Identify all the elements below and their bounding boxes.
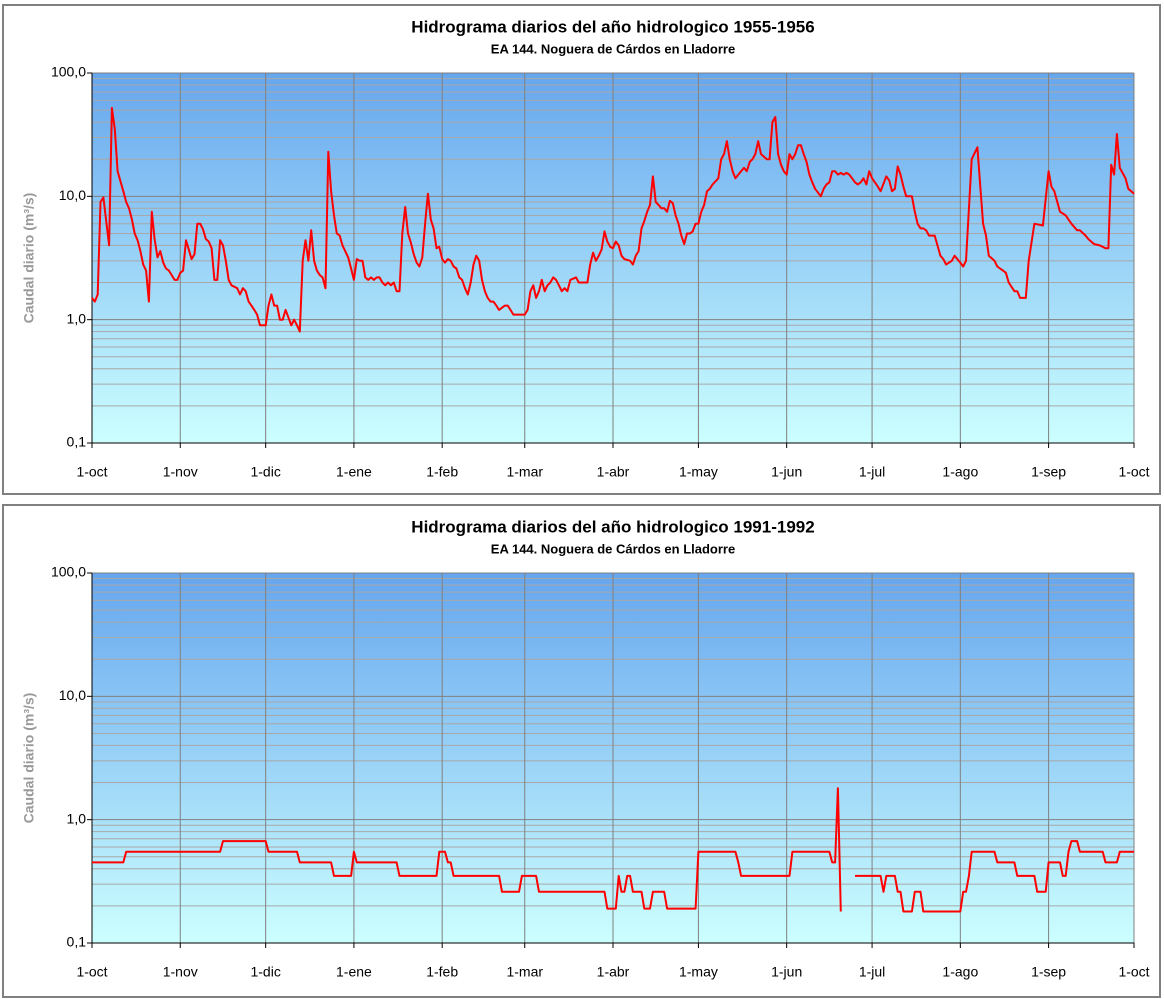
x-tick-label: 1-jul xyxy=(859,464,885,480)
x-tick-label: 1-feb xyxy=(426,964,458,980)
x-tick-label: 1-ago xyxy=(942,964,978,980)
x-tick-label: 1-oct xyxy=(76,964,107,980)
y-tick-label: 10,0 xyxy=(59,187,86,203)
y-tick-label: 1,0 xyxy=(67,810,87,826)
y-axis-label: Caudal diario (m³/s) xyxy=(21,193,37,324)
x-tick-label: 1-abr xyxy=(597,464,630,480)
x-tick-label: 1-ene xyxy=(336,464,372,480)
y-tick-label: 100,0 xyxy=(51,564,86,580)
chart-title: Hidrograma diarios del año hidrologico 1… xyxy=(411,17,814,36)
x-tick-label: 1-oct xyxy=(76,464,107,480)
y-axis-label: Caudal diario (m³/s) xyxy=(21,693,37,824)
chart-subtitle: EA 144. Noguera de Cárdos en Lladorre xyxy=(491,41,735,56)
x-tick-label: 1-abr xyxy=(597,964,630,980)
x-tick-label: 1-may xyxy=(679,964,718,980)
y-tick-label: 0,1 xyxy=(67,434,87,450)
x-tick-label: 1-mar xyxy=(506,964,543,980)
chart-subtitle: EA 144. Noguera de Cárdos en Lladorre xyxy=(491,541,735,556)
data-line xyxy=(91,107,1135,333)
data-line xyxy=(92,787,1134,913)
chart-title: Hidrograma diarios del año hidrologico 1… xyxy=(411,517,814,536)
x-tick-label: 1-ene xyxy=(336,964,372,980)
x-tick-label: 1-ago xyxy=(942,464,978,480)
chart: Hidrograma diarios del año hidrologico 1… xyxy=(2,4,1161,495)
x-tick-label: 1-sep xyxy=(1031,464,1066,480)
x-tick-label: 1-sep xyxy=(1031,964,1066,980)
x-tick-label: 1-feb xyxy=(426,464,458,480)
x-tick-label: 1-may xyxy=(679,464,718,480)
chart: Hidrograma diarios del año hidrologico 1… xyxy=(2,504,1161,998)
x-tick-label: 1-oct xyxy=(1118,464,1149,480)
y-tick-label: 100,0 xyxy=(51,64,86,80)
x-tick-label: 1-nov xyxy=(163,964,198,980)
x-tick-label: 1-jun xyxy=(771,464,802,480)
x-tick-label: 1-nov xyxy=(163,464,198,480)
x-tick-label: 1-jul xyxy=(859,964,885,980)
x-tick-label: 1-oct xyxy=(1118,964,1149,980)
x-tick-label: 1-dic xyxy=(250,464,280,480)
x-tick-label: 1-jun xyxy=(771,964,802,980)
x-tick-label: 1-dic xyxy=(250,964,280,980)
y-tick-label: 10,0 xyxy=(59,687,86,703)
x-tick-label: 1-mar xyxy=(506,464,543,480)
y-tick-label: 0,1 xyxy=(67,934,87,950)
y-tick-label: 1,0 xyxy=(67,310,87,326)
